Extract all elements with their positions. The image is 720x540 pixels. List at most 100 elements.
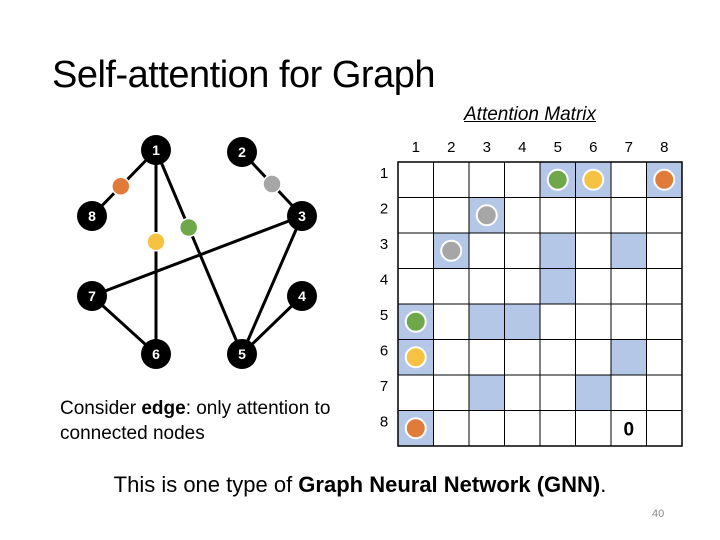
graph-node-8 bbox=[77, 201, 107, 231]
edge-1-5 bbox=[154, 149, 244, 355]
slide-title: Self-attention for Graph bbox=[52, 54, 436, 96]
matrix-dot-6-1 bbox=[404, 346, 427, 369]
matrix-cell-5-5 bbox=[539, 303, 576, 340]
matrix-dot-1-6 bbox=[582, 168, 605, 191]
matrix-dot-1-5 bbox=[546, 168, 569, 191]
graph-node-3 bbox=[287, 201, 317, 231]
matrix-cell-7-2 bbox=[433, 374, 470, 411]
edge-3-5 bbox=[240, 215, 304, 355]
graph-node-label-6: 6 bbox=[152, 346, 160, 362]
matrix-cell-7-4 bbox=[504, 374, 541, 411]
attention-matrix-title: Attention Matrix bbox=[464, 104, 596, 125]
matrix-col-label: 7 bbox=[625, 139, 633, 156]
matrix-cell-2-5 bbox=[539, 197, 576, 234]
matrix-row-label: 6 bbox=[380, 342, 388, 359]
page-number: 40 bbox=[652, 508, 665, 520]
matrix-row-label: 1 bbox=[380, 165, 388, 182]
matrix-row-label: 8 bbox=[380, 413, 388, 430]
footer-prefix: This is one type of bbox=[113, 472, 299, 497]
matrix-cell-4-6 bbox=[575, 268, 612, 305]
matrix-cell-8-4 bbox=[504, 410, 541, 447]
graph-node-5 bbox=[227, 339, 257, 369]
matrix-dot-1-8 bbox=[653, 168, 676, 191]
matrix-cell-8-7 bbox=[610, 410, 647, 447]
graph-node-7 bbox=[77, 281, 107, 311]
matrix-cell-7-3 bbox=[468, 374, 505, 411]
matrix-cell-7-8 bbox=[646, 374, 683, 411]
matrix-cell-4-5 bbox=[539, 268, 576, 305]
edge-dot-2-3 bbox=[262, 174, 282, 194]
graph-node-6 bbox=[141, 339, 171, 369]
matrix-border bbox=[397, 161, 683, 447]
matrix-cell-1-2 bbox=[433, 161, 470, 198]
matrix-cell-1-7 bbox=[610, 161, 647, 198]
matrix-dot-2-3 bbox=[475, 204, 498, 227]
graph-node-label-4: 4 bbox=[298, 288, 306, 304]
caption-suffix: : only attention to connected nodes bbox=[60, 398, 331, 444]
footer-suffix: . bbox=[600, 472, 607, 497]
matrix-cell-8-6 bbox=[575, 410, 612, 447]
matrix-cell-8-3 bbox=[468, 410, 505, 447]
matrix-cell-1-3 bbox=[468, 161, 505, 198]
edge-dot-1-8 bbox=[111, 176, 131, 197]
matrix-cell-6-8 bbox=[646, 339, 683, 376]
matrix-cell-8-8 bbox=[646, 410, 683, 447]
graph-node-label-7: 7 bbox=[88, 288, 96, 304]
graph-node-label-1: 1 bbox=[152, 142, 160, 158]
matrix-cell-3-5 bbox=[539, 232, 576, 269]
matrix-cell-6-5 bbox=[539, 339, 576, 376]
matrix-cell-3-6 bbox=[575, 232, 612, 269]
matrix-col-label: 5 bbox=[554, 139, 562, 156]
matrix-cell-3-3 bbox=[468, 232, 505, 269]
edge-dot-1-5 bbox=[178, 217, 199, 238]
matrix-cell-5-7 bbox=[610, 303, 647, 340]
matrix-col-label: 2 bbox=[447, 139, 455, 156]
matrix-cell-8-5 bbox=[539, 410, 576, 447]
matrix-cell-2-7 bbox=[610, 197, 647, 234]
matrix-cell-8-2 bbox=[433, 410, 470, 447]
matrix-cell-2-8 bbox=[646, 197, 683, 234]
matrix-cell-3-7 bbox=[610, 232, 647, 269]
graph-node-label-8: 8 bbox=[88, 208, 96, 224]
edge-dot-1-6 bbox=[146, 232, 166, 252]
matrix-cell-5-4 bbox=[504, 303, 541, 340]
matrix-cell-6-2 bbox=[433, 339, 470, 376]
matrix-col-label: 1 bbox=[412, 139, 420, 156]
matrix-cell-text-8-7: 0 bbox=[623, 419, 634, 440]
matrix-col-label: 4 bbox=[518, 139, 526, 156]
matrix-cell-4-8 bbox=[646, 268, 683, 305]
matrix-cell-7-5 bbox=[539, 374, 576, 411]
matrix-row-label: 5 bbox=[380, 307, 388, 324]
graph-node-1 bbox=[141, 135, 171, 165]
graph-node-2 bbox=[227, 137, 257, 167]
matrix-cell-5-2 bbox=[433, 303, 470, 340]
matrix-cell-5-3 bbox=[468, 303, 505, 340]
matrix-col-label: 3 bbox=[483, 139, 491, 156]
matrix-cell-7-6 bbox=[575, 374, 612, 411]
footer-bold: Graph Neural Network (GNN) bbox=[298, 472, 601, 497]
matrix-row-label: 2 bbox=[380, 200, 388, 217]
matrix-cell-2-1 bbox=[397, 197, 434, 234]
caption-bold: edge bbox=[141, 398, 186, 419]
matrix-cell-6-3 bbox=[468, 339, 505, 376]
matrix-cell-2-2 bbox=[433, 197, 470, 234]
matrix-cell-5-6 bbox=[575, 303, 612, 340]
matrix-cell-6-7 bbox=[610, 339, 647, 376]
matrix-cell-4-1 bbox=[397, 268, 434, 305]
matrix-cell-4-4 bbox=[504, 268, 541, 305]
caption: Consider edge: only attention to connect… bbox=[60, 396, 360, 446]
matrix-row-label: 4 bbox=[380, 271, 388, 288]
matrix-cell-6-6 bbox=[575, 339, 612, 376]
matrix-cell-1-1 bbox=[397, 161, 434, 198]
matrix-row-label: 7 bbox=[380, 378, 388, 395]
matrix-cell-3-4 bbox=[504, 232, 541, 269]
matrix-cell-1-4 bbox=[504, 161, 541, 198]
matrix-cell-7-7 bbox=[610, 374, 647, 411]
matrix-cell-6-4 bbox=[504, 339, 541, 376]
matrix-col-label: 8 bbox=[660, 139, 668, 156]
matrix-dot-3-2 bbox=[440, 239, 463, 262]
graph-node-label-5: 5 bbox=[238, 346, 246, 362]
graph-node-label-3: 3 bbox=[298, 208, 306, 224]
matrix-cell-3-1 bbox=[397, 232, 434, 269]
matrix-cell-5-8 bbox=[646, 303, 683, 340]
